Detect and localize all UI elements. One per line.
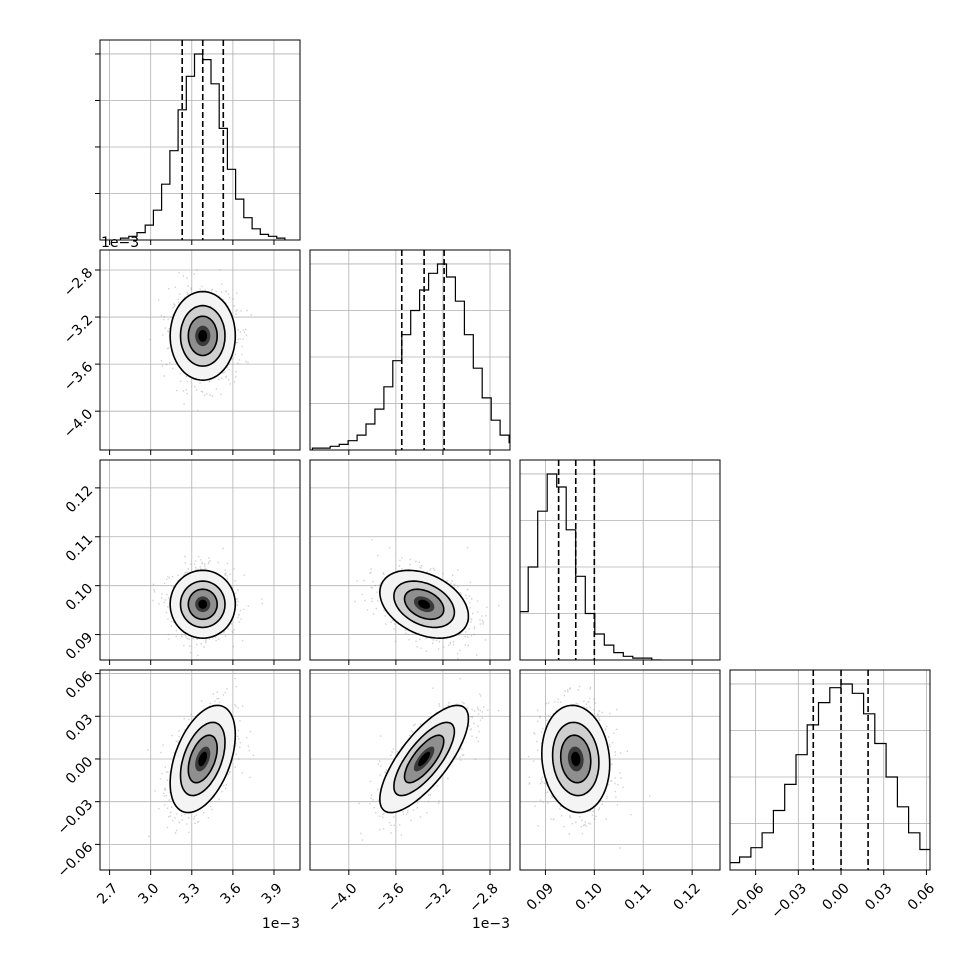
x-tick-label: 0.11 — [622, 880, 655, 913]
histogram-1 — [311, 263, 510, 450]
panel-frame-3-0 — [99, 669, 301, 871]
contour-0 — [169, 290, 237, 382]
hist-panel-2 — [520, 460, 720, 660]
density-peak — [198, 599, 208, 609]
density-peak — [571, 751, 581, 767]
y-tick-label: 0.03 — [63, 711, 96, 744]
density-peak — [198, 329, 208, 342]
x-offset-label: 1e−3 — [262, 916, 300, 932]
x-tick-label: −0.03 — [768, 880, 810, 922]
panel-frame-3-3 — [729, 669, 931, 871]
contour-0 — [378, 569, 470, 640]
contour-0 — [169, 704, 237, 814]
panel-frame-3-1 — [309, 669, 511, 871]
y-tick-label: −0.03 — [55, 797, 97, 839]
scatter-panel-1-0 — [100, 250, 300, 450]
y-tick-label: 0.12 — [63, 483, 96, 516]
contour-0 — [169, 569, 237, 640]
hist-panel-3 — [730, 670, 930, 870]
x-tick-label: −0.06 — [726, 880, 768, 922]
y-tick-label: −3.6 — [61, 359, 96, 394]
contour-1 — [551, 721, 600, 797]
contour-2 — [403, 588, 445, 621]
contour-2 — [559, 734, 592, 784]
contour-0 — [378, 704, 470, 814]
y-tick-label: 0.06 — [63, 668, 96, 701]
histogram-0 — [119, 53, 286, 240]
panel-frame-3-2 — [519, 669, 721, 871]
contour-2 — [403, 734, 445, 784]
histogram-2 — [520, 473, 662, 660]
density-peak — [198, 751, 208, 767]
x-tick-label: 0.09 — [524, 880, 557, 913]
histogram-3 — [730, 683, 930, 864]
panel-frame-2-0 — [99, 459, 301, 661]
x-tick-label: 3.6 — [218, 880, 245, 907]
x-tick-label: 0.10 — [573, 880, 606, 913]
hist-panel-0 — [100, 40, 300, 240]
x-tick-label: −2.8 — [466, 880, 501, 915]
density-peak — [418, 599, 431, 609]
x-tick-label: 3.3 — [176, 880, 203, 907]
x-tick-label: 0.12 — [671, 880, 704, 913]
density-peak — [418, 751, 431, 767]
x-tick-label: 0.06 — [905, 880, 938, 913]
y-tick-label: 0.09 — [63, 630, 96, 663]
panel-frame-1-0 — [99, 249, 301, 451]
contour-2 — [187, 588, 219, 621]
scatter-panel-3-2 — [520, 670, 720, 870]
y-tick-label: 0.11 — [63, 532, 96, 565]
x-tick-label: 0.00 — [819, 880, 852, 913]
panel-frame-0-0 — [99, 39, 301, 241]
panel-frame-2-1 — [309, 459, 511, 661]
scatter-panel-2-1 — [310, 460, 510, 660]
contour-1 — [393, 580, 456, 629]
y-tick-label: 0.00 — [63, 754, 96, 787]
y-tick-label: −3.2 — [61, 312, 96, 347]
y-tick-label: −4.0 — [61, 406, 96, 441]
x-offset-label: 1e−3 — [472, 916, 510, 932]
contour-2 — [187, 734, 219, 784]
x-tick-label: −3.2 — [419, 880, 454, 915]
contour-1 — [179, 721, 226, 797]
x-tick-label: 3.0 — [135, 880, 162, 907]
scatter-panel-2-0 — [100, 460, 300, 660]
contour-1 — [179, 304, 226, 367]
contour-0 — [540, 704, 611, 814]
y-offset-label: 1e−3 — [101, 235, 139, 251]
sample-points — [149, 269, 252, 412]
x-tick-label: −3.6 — [372, 880, 407, 915]
scatter-panel-3-1 — [310, 670, 510, 870]
x-tick-label: 3.9 — [259, 880, 286, 907]
contour-2 — [187, 315, 219, 357]
contour-1 — [393, 721, 456, 797]
y-tick-label: 0.10 — [63, 581, 96, 614]
y-tick-label: −0.06 — [55, 839, 97, 881]
hist-panel-1 — [310, 250, 510, 450]
panel-frame-2-2 — [519, 459, 721, 661]
scatter-panel-3-0 — [100, 670, 300, 870]
contour-1 — [179, 580, 226, 629]
x-tick-label: −4.0 — [325, 880, 360, 915]
x-tick-label: 2.7 — [94, 880, 121, 907]
y-tick-label: −2.8 — [61, 265, 96, 300]
x-tick-label: 0.03 — [862, 880, 895, 913]
panel-frame-1-1 — [309, 249, 511, 451]
